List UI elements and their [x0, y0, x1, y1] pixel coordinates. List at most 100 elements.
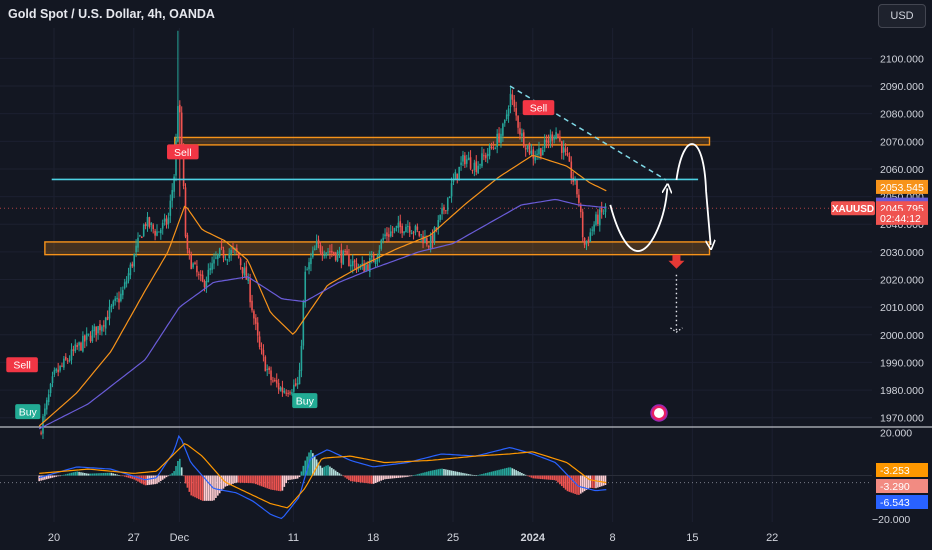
macd-histogram-bar	[403, 475, 405, 478]
macd-histogram-bar	[272, 475, 274, 490]
candle-body	[350, 264, 352, 267]
candle-body	[161, 222, 164, 229]
candle-body	[64, 356, 67, 360]
price-axis-tick-label: 1980.000	[880, 385, 924, 397]
macd-histogram-bar	[220, 475, 223, 491]
candle-body	[517, 116, 519, 128]
candle-body	[367, 264, 369, 270]
candle-body	[262, 349, 265, 356]
macd-histogram-bar	[420, 473, 422, 476]
macd-histogram-bar	[38, 475, 40, 482]
candle-body	[85, 333, 88, 340]
candle-body	[89, 335, 92, 342]
candle-body	[110, 305, 113, 308]
candle-body	[291, 392, 293, 395]
candle-body	[188, 250, 191, 254]
macd-histogram-bar	[76, 471, 78, 476]
macd-histogram-bar	[203, 475, 206, 501]
candle-body	[416, 226, 419, 230]
price-axis-tick-label: 2070.000	[880, 136, 924, 148]
macd-histogram-bar	[161, 475, 164, 480]
candle-body	[228, 253, 231, 259]
dotted-target-arrowhead	[670, 327, 683, 333]
candle-body	[420, 234, 422, 236]
macd-histogram-bar	[177, 460, 179, 476]
macd-histogram-bar	[424, 472, 426, 476]
candle-body	[226, 259, 229, 261]
macd-histogram-bar	[530, 475, 533, 478]
macd-histogram-bar	[108, 472, 111, 476]
macd-histogram-bar	[560, 475, 563, 487]
candle-body	[55, 368, 58, 371]
candle-body	[604, 206, 607, 213]
macd-histogram-bar	[397, 475, 400, 478]
candle-body	[95, 326, 97, 336]
macd-histogram-bar	[78, 471, 80, 476]
candle-body	[408, 226, 411, 233]
macd-histogram-bar	[549, 475, 552, 480]
macd-histogram-bar	[245, 475, 248, 483]
macd-histogram-bar	[526, 475, 529, 477]
macd-histogram-bar	[53, 475, 56, 478]
macd-histogram-bar	[578, 475, 580, 495]
macd-histogram-bar	[467, 474, 470, 476]
candle-body	[76, 344, 78, 348]
candle-body	[213, 259, 215, 264]
candle-body	[479, 164, 481, 166]
macd-histogram-bar	[321, 467, 324, 476]
time-axis-tick-label: 18	[367, 532, 379, 544]
macd-histogram-bar	[572, 475, 574, 494]
macd-histogram-bar	[382, 475, 384, 480]
candle-body	[158, 231, 160, 233]
macd-histogram-bar	[553, 475, 555, 481]
macd-histogram-bar	[536, 475, 538, 479]
candle-body	[53, 370, 56, 375]
macd-histogram-bar	[344, 475, 346, 478]
candle-body	[481, 153, 483, 167]
candle-body	[389, 231, 392, 237]
macd-histogram-bar	[72, 472, 75, 476]
macd-histogram-bar	[492, 471, 495, 476]
candle-body	[137, 237, 139, 248]
macd-histogram-bar	[66, 473, 69, 476]
macd-histogram-bar	[507, 467, 510, 476]
macd-histogram-bar	[579, 475, 582, 494]
macd-histogram-bar	[490, 471, 493, 476]
macd-histogram-bar	[173, 471, 175, 476]
candle-body	[384, 234, 386, 237]
candle-body	[220, 246, 223, 249]
macd-histogram-bar	[190, 475, 193, 496]
candle-body	[380, 240, 383, 249]
sell-marker-badge	[167, 144, 199, 160]
candle-body	[83, 335, 86, 342]
candle-body	[441, 208, 443, 214]
candle-body	[414, 225, 417, 233]
macd-histogram-bar	[369, 475, 371, 484]
macd-histogram-bar	[49, 475, 52, 479]
macd-histogram-bar	[357, 475, 360, 483]
candle-body	[452, 179, 455, 183]
macd-histogram-bar	[496, 470, 498, 476]
macd-histogram-bar	[230, 475, 232, 485]
macd-histogram-bar	[475, 475, 478, 477]
macd-histogram-bar	[388, 475, 390, 479]
macd-histogram-bar	[384, 475, 386, 480]
candle-body	[152, 224, 155, 230]
candle-body	[93, 326, 96, 332]
candle-body	[581, 211, 584, 238]
candle-body	[287, 392, 289, 394]
macd-histogram-bar	[268, 475, 270, 490]
macd-histogram-bar	[241, 475, 244, 483]
macd-histogram-bar	[97, 473, 99, 476]
candle-body	[488, 145, 491, 156]
price-axis-tick-label: 2030.000	[880, 247, 924, 259]
candle-body	[44, 408, 46, 417]
macd-histogram-bar	[331, 467, 333, 476]
macd-histogram-bar	[184, 475, 187, 484]
currency-button[interactable]: USD	[878, 4, 926, 28]
ma-fast-line	[38, 154, 607, 427]
candle-body	[194, 262, 196, 264]
candle-body	[66, 360, 69, 362]
macd-histogram-bar	[340, 474, 343, 476]
